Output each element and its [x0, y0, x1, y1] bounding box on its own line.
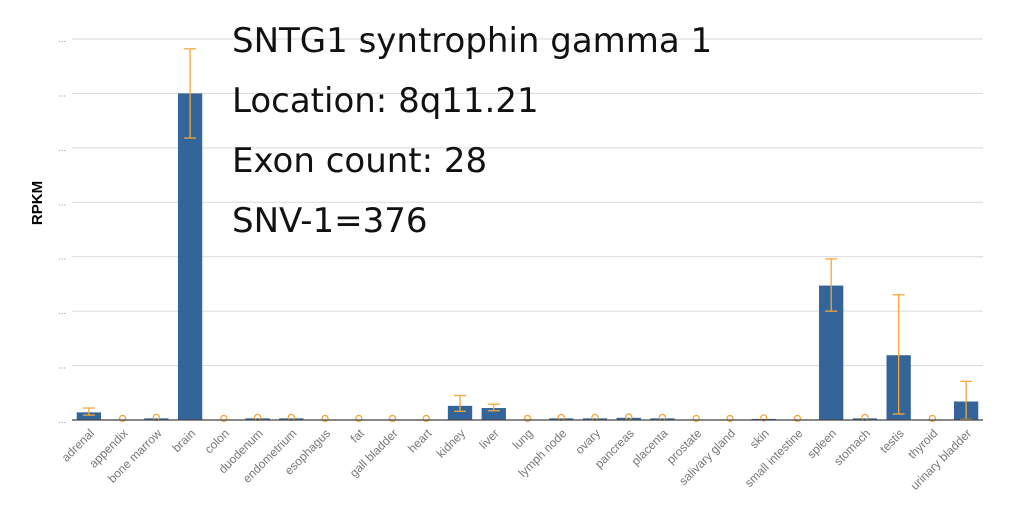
x-tick-label: heart	[405, 426, 435, 456]
y-tick-label: ...	[58, 88, 66, 98]
bar	[177, 93, 203, 420]
error-marker	[355, 414, 363, 423]
y-tick-label: ...	[58, 415, 66, 425]
error-marker	[692, 414, 700, 423]
x-tick-label: liver	[476, 426, 501, 451]
error-marker	[388, 414, 397, 423]
error-marker	[422, 414, 430, 423]
x-tick-label: ovary	[572, 426, 603, 457]
bar	[852, 418, 878, 420]
x-tick-label: kidney	[434, 426, 468, 460]
y-tick-label: ...	[58, 306, 66, 316]
bar	[279, 418, 304, 420]
error-marker	[321, 414, 329, 423]
bar	[616, 417, 641, 420]
y-tick-label: ...	[58, 34, 66, 44]
y-tick-label: ...	[58, 361, 66, 371]
y-axis-label: RPKM	[29, 181, 46, 225]
bar	[144, 418, 169, 420]
y-tick-label: ...	[58, 197, 66, 207]
gene-title: SNTG1 syntrophin gamma 1	[232, 21, 712, 61]
bar	[650, 418, 675, 420]
x-tick-label: lung	[510, 426, 536, 452]
snv-count: SNV-1=376	[232, 201, 428, 241]
x-tick-label: urinary bladder	[908, 426, 975, 493]
x-tick-label: brain	[169, 426, 198, 455]
y-tick-label: ...	[58, 143, 66, 153]
x-tick-label: colon	[202, 426, 232, 456]
x-tick-label: stomach	[831, 426, 873, 468]
error-marker	[523, 414, 532, 423]
exon-count: Exon count: 28	[232, 141, 487, 181]
error-marker	[760, 414, 768, 422]
bar	[549, 418, 574, 420]
gene-location: Location: 8q11.21	[232, 81, 539, 121]
x-tick-label: testis	[877, 426, 907, 456]
bar	[481, 408, 506, 420]
error-marker	[928, 414, 937, 423]
x-tick-label: skin	[747, 426, 772, 451]
y-tick-label: ...	[58, 252, 66, 262]
bar	[447, 405, 473, 420]
bar	[582, 418, 608, 420]
y-axis-ticks: ........................	[58, 34, 66, 425]
error-marker	[793, 414, 802, 423]
x-tick-label: placenta	[629, 426, 671, 468]
x-tick-label: fat	[348, 426, 368, 446]
error-marker	[220, 414, 228, 423]
error-marker	[118, 414, 127, 423]
grid-lines	[72, 38, 983, 367]
error-marker	[726, 414, 734, 423]
gene-info: SNTG1 syntrophin gamma 1 Location: 8q11.…	[232, 21, 712, 241]
bar	[245, 418, 270, 420]
bar	[76, 412, 102, 420]
